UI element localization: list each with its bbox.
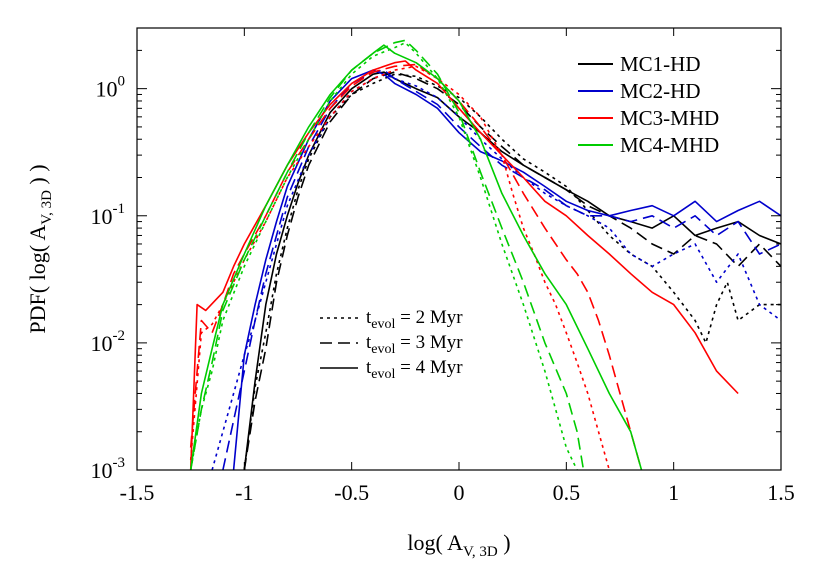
legend-label-mc3-mhd: MC3-MHD: [620, 106, 719, 130]
series-mc1-hd-dashed: [243, 71, 781, 470]
series-mc4-mhd-dotted: [189, 41, 578, 470]
y-tick-label: 10-2: [91, 328, 126, 356]
x-tick-label: 0.5: [553, 480, 581, 505]
legend-label-mc1-hd: MC1-HD: [620, 52, 701, 76]
x-tick-label: 0: [454, 480, 465, 505]
y-tick-label: 100: [96, 74, 126, 102]
y-axis-label: PDF( log( AV, 3D ) ): [25, 164, 55, 333]
legend-label-mc2-hd: MC2-HD: [620, 79, 701, 103]
style-label-dotted: tevol = 2 Myr: [366, 307, 463, 332]
series-mc3-mhd-dotted: [189, 65, 611, 470]
series-mc1-hd-solid: [243, 71, 781, 470]
x-tick-label: -1.5: [120, 480, 155, 505]
series-mc3-mhd-solid: [189, 60, 739, 470]
series-mc2-hd-dashed: [222, 69, 781, 470]
style-label-solid: tevol = 4 Myr: [366, 357, 463, 382]
ticks-layer: -1.5 -1 -0.5 0 0.5 1 1.5 100 10-1 10-2 10-3: [91, 27, 795, 505]
x-tick-label: 1.5: [767, 480, 795, 505]
series-mc4-mhd-dashed: [189, 39, 585, 470]
y-tick-label: 10-1: [91, 201, 126, 229]
legend-label-mc4-mhd: MC4-MHD: [620, 133, 719, 157]
y-tick-label: 10-3: [91, 455, 126, 483]
legend: MC1-HD MC2-HD MC3-MHD MC4-MHD: [578, 52, 719, 157]
series-mc4-mhd-solid: [189, 44, 643, 470]
x-tick-label: -1: [235, 480, 253, 505]
x-axis-label: log( AV, 3D ): [407, 530, 510, 560]
series-layer: [189, 39, 781, 470]
style-label-dashed: tevol = 3 Myr: [366, 332, 463, 357]
x-tick-label: 1: [668, 480, 679, 505]
x-tick-label: -0.5: [334, 480, 369, 505]
